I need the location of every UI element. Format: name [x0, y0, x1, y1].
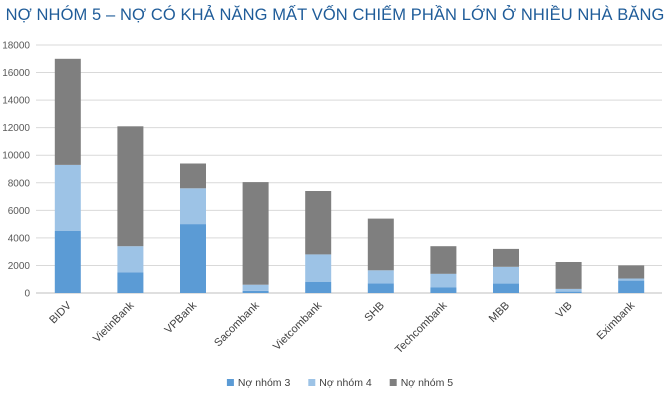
bar-stack-shb — [367, 218, 394, 293]
bar-segment — [430, 287, 457, 293]
bar-stack-vpbank — [180, 163, 206, 293]
legend-item: Nợ nhóm 4 — [308, 377, 372, 389]
legend-label: Nợ nhóm 5 — [401, 377, 454, 389]
legend: Nợ nhóm 3 Nợ nhóm 4 Nợ nhóm 5 — [226, 377, 454, 389]
bar-segment — [555, 262, 582, 289]
bar-segment — [180, 163, 206, 189]
bar-stack-sacombank — [242, 182, 269, 293]
bar-segment — [242, 290, 269, 293]
y-tick-label: 4000 — [8, 233, 31, 244]
x-tick-label: Techcombank — [393, 299, 450, 356]
x-tick-label: VietinBank — [91, 299, 137, 345]
bar-stack-vietcombank — [305, 191, 332, 293]
bar-segment — [618, 278, 645, 281]
chart-title: NỢ NHÓM 5 – NỢ CÓ KHẢ NĂNG MẤT VỐN CHIẾM… — [5, 6, 665, 24]
bar-segment — [367, 283, 394, 293]
y-tick-label: 16000 — [2, 68, 30, 79]
legend-swatch — [308, 379, 316, 386]
y-tick-label: 2000 — [8, 261, 31, 272]
y-tick-label: 6000 — [8, 206, 31, 217]
y-axis: 0 2000 4000 6000 8000 10000 12000 14000 16000 180… — [2, 41, 30, 300]
bar-segment — [305, 254, 332, 282]
bar-segment — [618, 280, 645, 293]
x-axis: BIDV VietinBank VPBank Sacombank Vietcombank… — [47, 299, 637, 356]
y-tick-label: 18000 — [2, 41, 30, 52]
bar-segment — [555, 291, 582, 293]
y-tick-label: 0 — [24, 289, 30, 300]
bars — [54, 58, 645, 293]
bar-segment — [367, 218, 394, 271]
y-tick-label: 10000 — [2, 151, 30, 162]
bar-segment — [54, 164, 81, 231]
x-tick-label: BIDV — [47, 299, 74, 326]
y-tick-label: 14000 — [2, 96, 30, 107]
legend-label: Nợ nhóm 3 — [238, 377, 291, 389]
bar-stack-mbb — [493, 248, 519, 293]
bar-segment — [180, 188, 206, 225]
bar-segment — [242, 182, 269, 285]
x-tick-label: VIB — [554, 300, 575, 321]
bar-stack-vib — [555, 262, 582, 293]
bar-segment — [493, 248, 519, 267]
x-tick-label: Eximbank — [595, 299, 638, 342]
bar-segment — [305, 282, 332, 293]
legend-swatch — [389, 379, 397, 386]
x-tick-label: SHB — [362, 300, 386, 324]
bar-segment — [555, 288, 582, 292]
bar-segment — [430, 273, 457, 288]
y-tick-label: 12000 — [2, 123, 30, 134]
bar-segment — [242, 284, 269, 291]
x-tick-label: VPBank — [163, 299, 200, 336]
bar-segment — [493, 266, 519, 284]
bar-stack-techcombank — [430, 246, 457, 293]
bar-segment — [305, 191, 332, 255]
x-tick-label: Vietcombank — [271, 299, 325, 353]
bar-stack-bidv — [54, 58, 81, 293]
bar-segment — [493, 283, 519, 293]
bar-segment — [117, 126, 144, 247]
bar-segment — [117, 272, 144, 293]
bar-stack-eximbank — [618, 265, 645, 293]
bar-segment — [54, 231, 81, 293]
legend-label: Nợ nhóm 4 — [319, 377, 372, 389]
bar-segment — [618, 265, 645, 279]
bar-segment — [117, 246, 144, 273]
x-tick-label: Sacombank — [212, 299, 262, 349]
bar-segment — [54, 58, 81, 165]
bar-segment — [180, 224, 206, 293]
legend-item: Nợ nhóm 5 — [389, 377, 454, 389]
bar-segment — [367, 270, 394, 284]
bar-segment — [430, 246, 457, 274]
legend-item: Nợ nhóm 3 — [226, 377, 291, 389]
legend-swatch — [226, 379, 234, 386]
gridlines — [36, 44, 662, 294]
y-tick-label: 8000 — [8, 178, 31, 189]
x-tick-label: MBB — [487, 300, 512, 325]
bar-stack-vietinbank — [117, 126, 144, 293]
